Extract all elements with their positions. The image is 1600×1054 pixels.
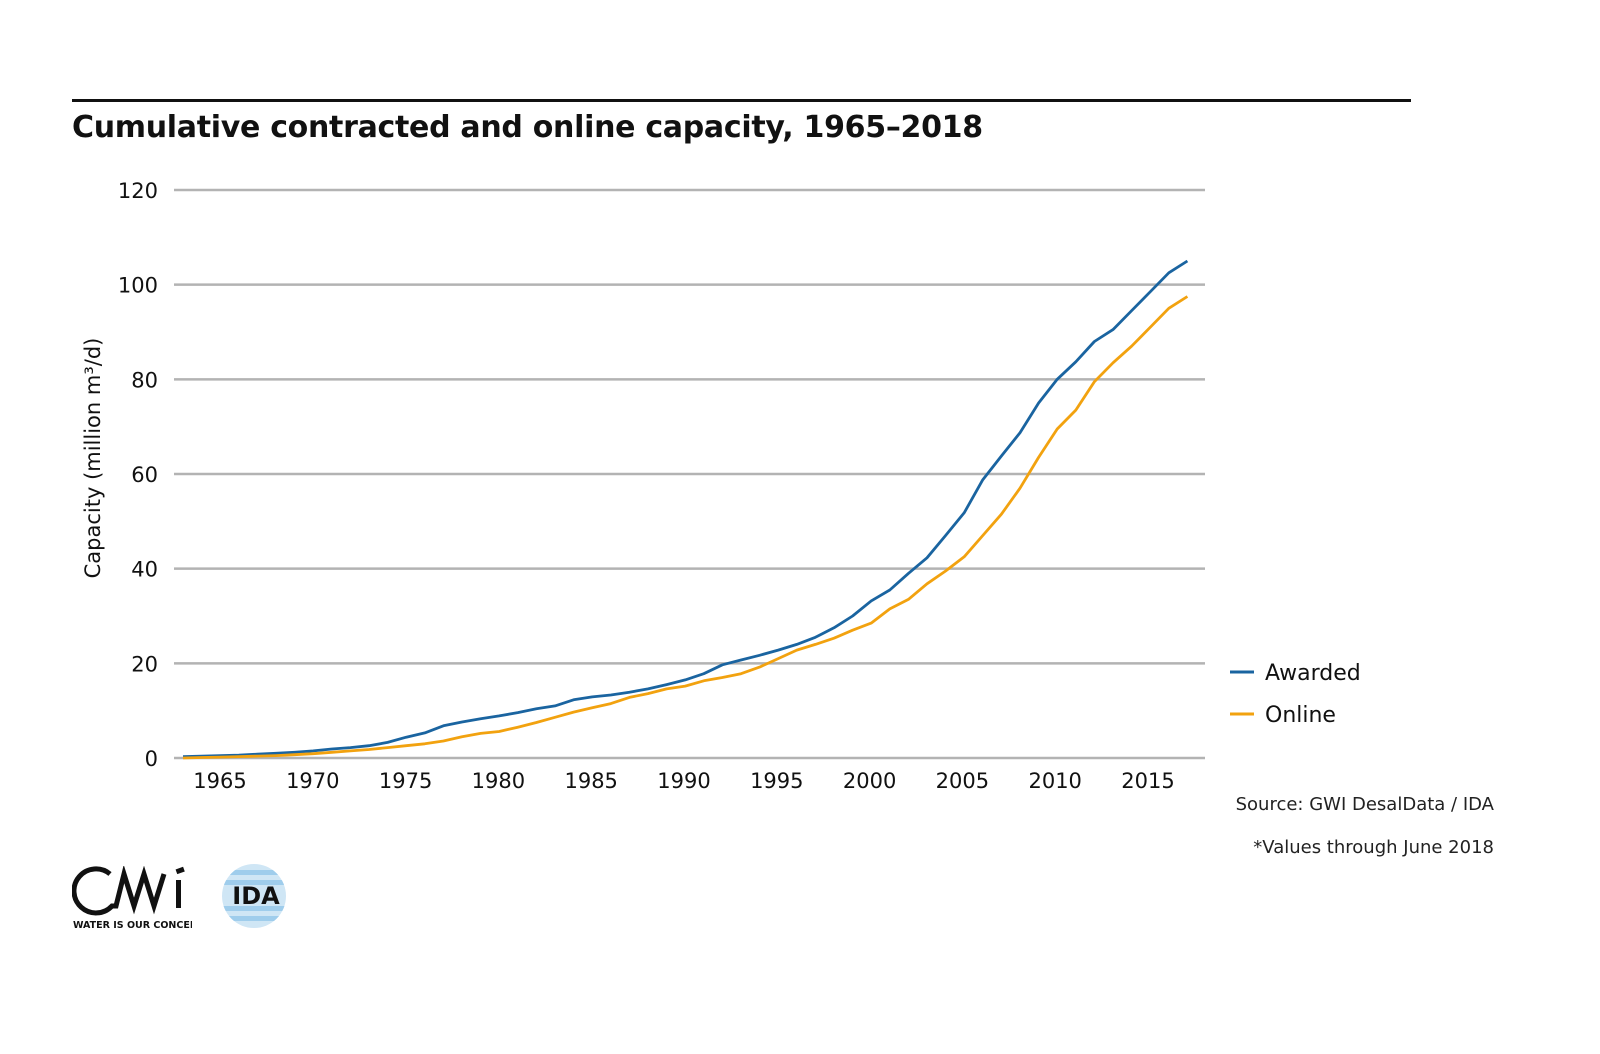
x-tick-label: 2005 (936, 769, 989, 793)
top-rule (72, 99, 1411, 102)
y-tick-label: 20 (131, 652, 158, 676)
legend-label: Online (1265, 703, 1336, 728)
x-tick-label: 2010 (1028, 769, 1081, 793)
y-tick-label: 120 (118, 179, 158, 203)
y-tick-label: 100 (118, 274, 158, 298)
svg-text:IDA: IDA (232, 882, 280, 910)
y-tick-label: 0 (145, 747, 158, 771)
series-line-online (182, 295, 1189, 760)
legend-label: Awarded (1265, 661, 1361, 686)
x-tick-label: 1990 (657, 769, 710, 793)
ida-logo: IDA (212, 858, 292, 942)
values-note: *Values through June 2018 (1253, 837, 1494, 858)
chart-title: Cumulative contracted and online capacit… (72, 110, 983, 145)
gwi-logo: WATER IS OUR CONCERN (71, 864, 205, 936)
y-tick-label: 60 (131, 463, 158, 487)
x-tick-label: 1965 (193, 769, 246, 793)
x-tick-label: 2015 (1121, 769, 1174, 793)
svg-text:WATER IS OUR CONCERN: WATER IS OUR CONCERN (73, 920, 192, 931)
source-note: Source: GWI DesalData / IDA (1235, 794, 1494, 815)
x-tick-label: 1970 (286, 769, 339, 793)
x-tick-label: 1980 (472, 769, 525, 793)
x-tick-label: 2000 (843, 769, 896, 793)
y-tick-label: 40 (131, 558, 158, 582)
x-tick-label: 1995 (750, 769, 803, 793)
series-line-awarded (182, 259, 1189, 758)
x-tick-label: 1985 (564, 769, 617, 793)
x-tick-label: 1975 (379, 769, 432, 793)
y-axis-label: Capacity (million m³/d) (81, 338, 105, 579)
y-tick-label: 80 (131, 368, 158, 392)
